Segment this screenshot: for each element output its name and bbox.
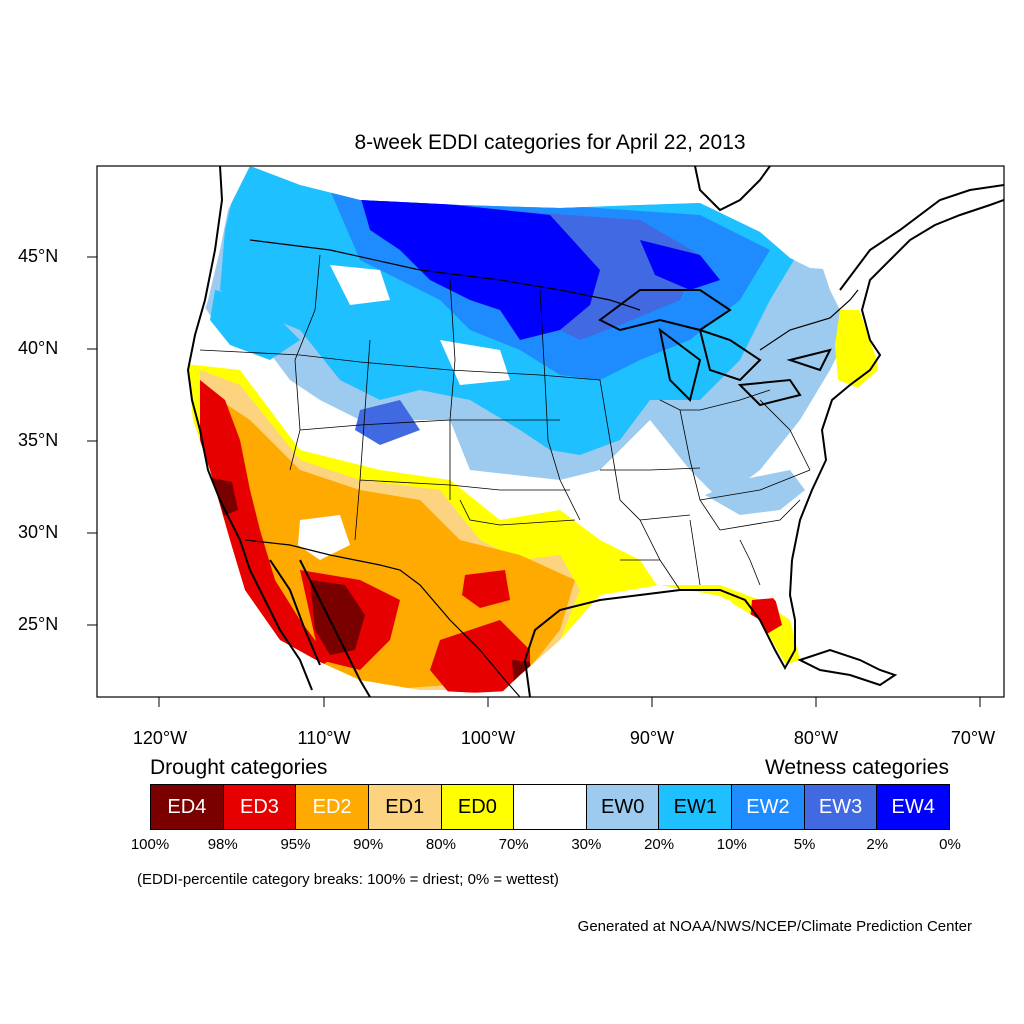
great-lakes bbox=[598, 289, 832, 407]
legend-break-label: 20% bbox=[644, 836, 675, 853]
pacific-coastline bbox=[186, 166, 251, 571]
legend-break-label: 30% bbox=[571, 836, 602, 853]
white-pocket-nevada bbox=[298, 515, 350, 560]
lon-tick-label: 90°W bbox=[629, 728, 675, 748]
mexico-west-coast bbox=[299, 559, 371, 697]
legend-break-label: 98% bbox=[207, 836, 238, 853]
wet-ew3-colorado bbox=[355, 400, 420, 445]
wet-ew0-se bbox=[705, 470, 805, 515]
axis-ticks bbox=[87, 256, 981, 707]
wet-ew4-east bbox=[640, 240, 720, 290]
dry-ed4-california bbox=[212, 478, 238, 516]
lat-tick-label: 25°N bbox=[18, 614, 59, 634]
dry-ed0-northeast bbox=[835, 310, 878, 388]
boundary-lines bbox=[186, 166, 1004, 697]
legend-swatch-ew1: EW1 bbox=[659, 785, 733, 829]
baja-coastline bbox=[249, 569, 313, 691]
wet-ew4-north bbox=[360, 195, 600, 340]
lon-tick-label: 120°W bbox=[132, 728, 188, 748]
map-title: 8-week EDDI categories for April 22, 201… bbox=[354, 131, 746, 154]
white-pocket-dakota bbox=[440, 340, 510, 385]
legend-break-label: 90% bbox=[353, 836, 384, 853]
dry-ed3-texas-south bbox=[430, 620, 530, 694]
wetness-categories-heading: Wetness categories bbox=[764, 756, 949, 779]
legend-break-label: 80% bbox=[425, 836, 456, 853]
canada-us-border bbox=[249, 239, 641, 311]
mexico-us-border bbox=[244, 539, 521, 697]
wet-ew1-oregon bbox=[210, 290, 300, 360]
legend-swatch-ew4: EW4 bbox=[877, 785, 950, 829]
legend-swatch-ed2: ED2 bbox=[296, 785, 369, 829]
lon-tick-label: 70°W bbox=[950, 728, 996, 748]
legend-swatch-none bbox=[514, 785, 587, 829]
legend-break-label: 95% bbox=[280, 836, 311, 853]
canada-us-border-east bbox=[759, 289, 859, 351]
dry-ed3-california bbox=[200, 380, 330, 680]
dry-ed4-mexico bbox=[310, 580, 365, 655]
legend-swatch-ed1: ED1 bbox=[368, 785, 442, 829]
drought-categories-heading: Drought categories bbox=[150, 756, 328, 779]
legend-break-label: 100% bbox=[130, 836, 170, 853]
legend-swatch-ed0: ED0 bbox=[441, 785, 515, 829]
legend-swatch-ew2: EW2 bbox=[732, 785, 805, 829]
map-frame bbox=[96, 165, 1005, 698]
dry-ed3-texas-central bbox=[462, 570, 510, 608]
hudson-bay-shore bbox=[694, 166, 771, 212]
white-pocket-montana bbox=[330, 265, 390, 305]
legend-swatch-ew0: EW0 bbox=[586, 785, 660, 829]
gulf-of-st-lawrence bbox=[839, 184, 1004, 291]
lat-tick-label: 40°N bbox=[18, 338, 59, 358]
atlantic-coastline bbox=[791, 199, 1004, 561]
category-legend-bar: ED4 ED3 ED2 ED1 ED0 EW0 EW1 EW2 EW3 EW4 bbox=[150, 784, 950, 830]
lon-tick-label: 110°W bbox=[297, 728, 351, 748]
legend-note: (EDDI-percentile category breaks: 100% =… bbox=[137, 871, 559, 888]
legend-break-label: 70% bbox=[498, 836, 529, 853]
lat-tick-label: 45°N bbox=[18, 246, 59, 266]
lat-tick-label: 35°N bbox=[18, 430, 59, 450]
legend-break-label: 2% bbox=[866, 836, 889, 853]
lat-tick-label: 30°N bbox=[18, 522, 59, 542]
map-field bbox=[188, 166, 880, 694]
legend-break-label: 10% bbox=[716, 836, 747, 853]
credit-line: Generated at NOAA/NWS/NCEP/Climate Predi… bbox=[577, 918, 972, 935]
lon-tick-label: 80°W bbox=[793, 728, 839, 748]
cuba-coastline bbox=[797, 648, 898, 687]
dry-ed4-texas bbox=[512, 660, 533, 690]
legend-swatch-ed3: ED3 bbox=[223, 785, 297, 829]
lon-tick-label: 100°W bbox=[460, 728, 516, 748]
gulf-coastline bbox=[523, 559, 796, 697]
gulf-of-california bbox=[269, 559, 321, 666]
legend-break-label: 5% bbox=[793, 836, 816, 853]
state-borders bbox=[199, 254, 811, 591]
legend-break-label: 0% bbox=[939, 836, 961, 853]
legend-swatch-ew3: EW3 bbox=[804, 785, 878, 829]
legend-swatch-ed4: ED4 bbox=[151, 785, 224, 829]
dry-ed2-southwest bbox=[205, 390, 575, 690]
